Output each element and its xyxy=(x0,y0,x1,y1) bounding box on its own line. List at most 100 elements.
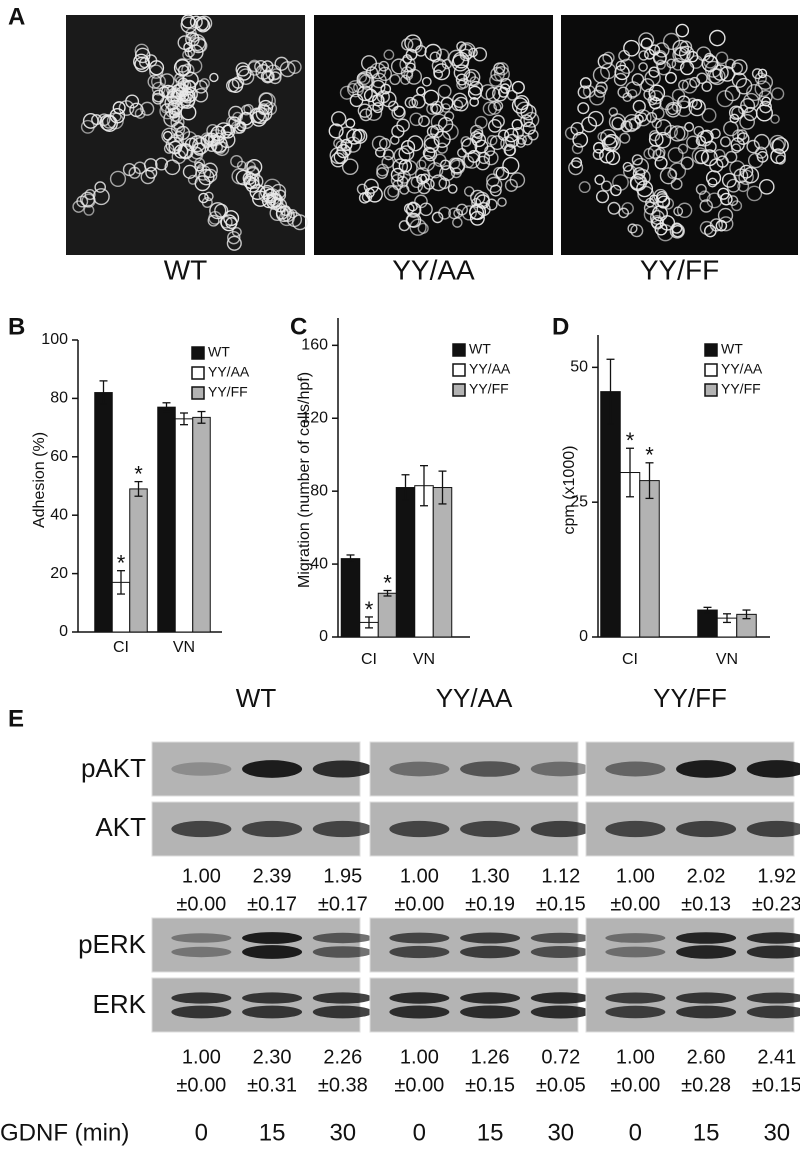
cell xyxy=(164,95,180,111)
cell xyxy=(716,90,734,108)
cell xyxy=(179,90,196,107)
cell xyxy=(140,169,156,185)
blot-band xyxy=(676,992,737,1004)
blot-strip xyxy=(369,917,579,973)
blot-band xyxy=(676,945,737,959)
cell xyxy=(149,64,164,79)
cell xyxy=(701,81,713,92)
cell xyxy=(274,56,289,71)
cell xyxy=(564,126,579,140)
cell xyxy=(182,49,193,61)
y-tick-label: 100 xyxy=(41,331,68,348)
cell xyxy=(139,57,151,69)
cell xyxy=(365,104,383,121)
cell xyxy=(771,87,785,101)
blot-band xyxy=(242,932,303,944)
ratio-value: 1.00 xyxy=(616,865,655,887)
blot-band xyxy=(676,760,737,778)
cell xyxy=(675,23,690,38)
y-tick-label: 120 xyxy=(301,409,328,426)
blot-band xyxy=(460,820,521,838)
cell xyxy=(262,70,274,83)
cell xyxy=(345,118,356,129)
blot-band xyxy=(530,992,591,1004)
cell xyxy=(339,85,354,100)
ratio-value: 1.00 xyxy=(616,1046,655,1068)
y-tick-label: 80 xyxy=(310,482,328,499)
cell xyxy=(717,207,734,224)
blot-band xyxy=(460,945,521,959)
image-caption: YY/AA xyxy=(392,254,475,285)
cell xyxy=(579,77,592,89)
cell xyxy=(600,62,617,80)
micrograph xyxy=(314,15,553,255)
cell xyxy=(492,85,508,102)
ratio-error: ±0.00 xyxy=(394,893,444,915)
cell xyxy=(771,137,789,155)
cell xyxy=(405,68,423,85)
cell xyxy=(162,130,173,141)
cell xyxy=(427,162,444,179)
cell xyxy=(669,223,685,239)
micrograph xyxy=(561,15,798,255)
cell xyxy=(168,140,183,155)
legend-label: YY/AA xyxy=(208,364,250,380)
cell xyxy=(159,95,177,113)
legend-label: YY/FF xyxy=(469,381,509,397)
ratio-value: 1.92 xyxy=(757,865,796,887)
blot-band xyxy=(746,992,800,1004)
panel-label: D xyxy=(552,313,569,340)
cell xyxy=(489,184,502,197)
blot-band xyxy=(605,761,666,777)
cell xyxy=(430,174,448,192)
cell xyxy=(215,122,233,139)
cell xyxy=(655,147,666,158)
cell xyxy=(488,118,502,133)
cell xyxy=(390,135,400,145)
cell xyxy=(159,102,176,120)
cell xyxy=(648,44,661,56)
cell xyxy=(171,149,187,165)
y-axis-label: cpm (x1000) xyxy=(561,446,578,535)
cell xyxy=(79,191,96,207)
cell xyxy=(769,134,786,152)
ratio-value: 2.60 xyxy=(687,1046,726,1068)
blot-band xyxy=(746,760,800,778)
cell xyxy=(746,139,760,154)
cell xyxy=(245,178,261,193)
cell xyxy=(383,185,400,201)
cell xyxy=(597,131,607,142)
cell xyxy=(405,48,418,61)
cell xyxy=(737,180,750,193)
y-tick-label: 160 xyxy=(301,337,328,354)
cell xyxy=(731,72,747,88)
cell xyxy=(628,117,642,130)
ratio-value: 2.41 xyxy=(757,1046,796,1068)
cell xyxy=(134,108,146,119)
panel-label: C xyxy=(290,313,307,340)
cell xyxy=(724,85,741,102)
cell xyxy=(716,155,729,168)
cell xyxy=(390,173,404,187)
blot-band xyxy=(530,946,591,958)
cell xyxy=(392,158,409,175)
cell xyxy=(242,171,257,185)
cell xyxy=(128,166,141,179)
cell xyxy=(696,72,708,85)
ratio-value: 2.26 xyxy=(323,1046,362,1068)
blot-band xyxy=(389,820,450,838)
cell xyxy=(753,133,770,150)
cell xyxy=(442,123,459,141)
cell xyxy=(742,166,760,184)
cell xyxy=(577,85,591,99)
cell xyxy=(601,135,618,152)
cell xyxy=(227,230,241,245)
cell xyxy=(701,107,717,123)
cell xyxy=(389,73,401,86)
y-tick-label: 40 xyxy=(50,506,68,523)
ratio-value: 1.12 xyxy=(541,865,580,887)
cell xyxy=(418,115,430,128)
cell xyxy=(497,197,507,207)
ratio-error: ±0.00 xyxy=(610,1074,660,1096)
cell xyxy=(452,51,470,69)
